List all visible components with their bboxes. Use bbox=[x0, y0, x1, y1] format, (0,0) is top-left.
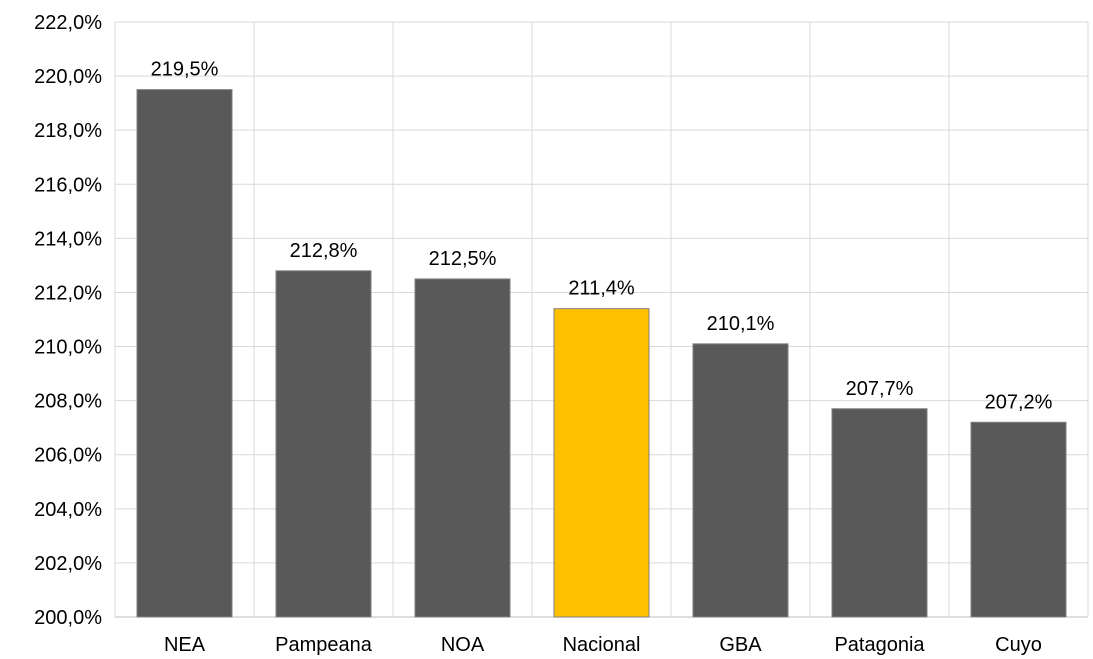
data-label-cuyo: 207,2% bbox=[985, 391, 1053, 413]
y-tick-label: 210,0% bbox=[34, 337, 102, 359]
y-axis-tick-labels: 200,0% 202,0% 204,0% 206,0% 208,0% 210,0% 212,… bbox=[34, 12, 102, 629]
data-label-gba: 210,1% bbox=[707, 313, 775, 335]
category-label-noa: NOA bbox=[441, 634, 485, 656]
y-tick-label: 202,0% bbox=[34, 553, 102, 575]
category-label-patagonia: Patagonia bbox=[834, 634, 925, 656]
bar-nacional bbox=[553, 308, 650, 618]
category-label-pampeana: Pampeana bbox=[275, 634, 373, 656]
bar-noa bbox=[414, 278, 511, 618]
category-label-nea: NEA bbox=[164, 634, 206, 656]
y-tick-label: 216,0% bbox=[34, 174, 102, 196]
bars bbox=[136, 89, 1067, 618]
data-label-patagonia: 207,7% bbox=[846, 378, 914, 400]
data-label-pampeana: 212,8% bbox=[290, 240, 358, 262]
data-labels: 219,5% 212,8% 212,5% 211,4% 210,1% 207,7% 207,… bbox=[151, 59, 1053, 414]
bar-patagonia bbox=[831, 408, 928, 618]
y-tick-label: 214,0% bbox=[34, 228, 102, 250]
data-label-noa: 212,5% bbox=[429, 248, 497, 270]
y-tick-label: 208,0% bbox=[34, 391, 102, 413]
y-tick-label: 206,0% bbox=[34, 445, 102, 467]
bar-pampeana bbox=[275, 270, 372, 618]
bar-gba bbox=[692, 343, 789, 618]
y-tick-label: 222,0% bbox=[34, 12, 102, 34]
category-label-nacional: Nacional bbox=[563, 634, 641, 656]
y-tick-label: 220,0% bbox=[34, 66, 102, 88]
category-label-cuyo: Cuyo bbox=[995, 634, 1042, 656]
category-label-gba: GBA bbox=[719, 634, 762, 656]
x-axis-tick-labels: NEA Pampeana NOA Nacional GBA Patagonia Cuyo bbox=[164, 634, 1042, 656]
y-tick-label: 218,0% bbox=[34, 120, 102, 142]
data-label-nea: 219,5% bbox=[151, 59, 219, 81]
bar-nea bbox=[136, 89, 233, 618]
y-tick-label: 204,0% bbox=[34, 499, 102, 521]
data-label-nacional: 211,4% bbox=[568, 278, 635, 300]
bar-cuyo bbox=[970, 421, 1067, 618]
y-tick-label: 200,0% bbox=[34, 607, 102, 629]
y-tick-label: 212,0% bbox=[34, 282, 102, 304]
